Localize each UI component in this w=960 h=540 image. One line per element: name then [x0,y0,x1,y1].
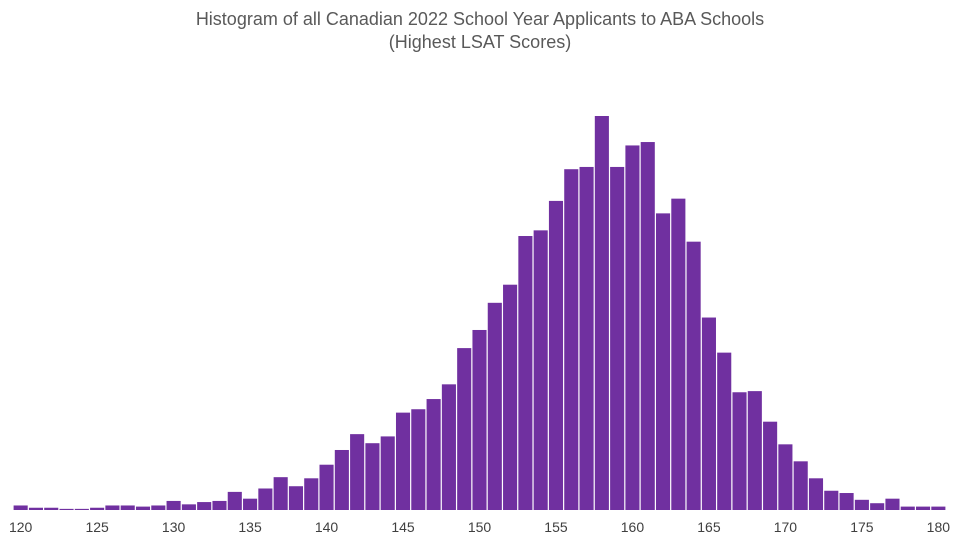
x-axis-ticks: 120 125 130 135 140 145 150 155 160 165 170 175 180 [9,519,950,535]
bar-174 [839,493,854,510]
x-tick-label-155: 155 [544,519,568,535]
bar-178 [900,506,915,510]
bar-121 [28,507,43,510]
bar-124 [74,508,89,510]
x-tick-label-120: 120 [9,519,33,535]
bar-142 [350,434,365,510]
bar-155 [548,200,564,510]
chart-title-line: Histogram of all Canadian 2022 School Ye… [195,9,765,29]
bar-139 [304,478,319,510]
bar-169 [763,421,778,510]
bar-145 [395,412,411,510]
bar-125 [90,507,105,510]
bar-171 [793,461,808,510]
bar-129 [151,505,166,510]
bar-127 [120,505,135,510]
bar-154 [533,230,548,510]
bar-152 [503,284,518,510]
x-tick-label-150: 150 [468,519,492,535]
bar-120 [13,505,28,510]
bar-130 [166,500,181,510]
bar-175 [854,499,869,510]
bar-158 [594,116,609,510]
bar-176 [870,503,885,510]
bar-180 [931,506,946,510]
chart-subtitle-line: (Highest LSAT Scores) [388,32,572,52]
bar-162 [655,213,671,510]
bar-150 [472,329,487,510]
bar-163 [671,198,686,510]
x-tick-label-145: 145 [391,519,415,535]
x-tick-label-160: 160 [621,519,645,535]
bar-168 [747,391,762,510]
x-tick-label-180: 180 [927,519,951,535]
bar-123 [59,508,74,510]
bar-157 [579,166,594,510]
x-tick-label-140: 140 [315,519,339,535]
chart-title: Histogram of all Canadian 2022 School Ye… [0,8,960,54]
bar-137 [273,477,288,510]
bar-177 [885,498,900,510]
bar-133 [212,500,227,510]
x-tick-label-135: 135 [238,519,262,535]
bar-140 [319,464,334,510]
bar-146 [411,409,426,510]
bar-136 [258,488,273,510]
bar-141 [334,449,349,510]
x-tick-label-130: 130 [162,519,186,535]
x-tick-label-165: 165 [697,519,721,535]
bar-128 [135,506,151,510]
bar-179 [916,506,931,510]
bar-161 [640,142,655,511]
x-tick-label-170: 170 [774,519,798,535]
bar-126 [105,505,120,510]
bar-151 [487,302,502,510]
bar-131 [181,504,196,510]
bar-160 [625,145,640,510]
bar-164 [686,241,701,511]
bar-156 [564,169,579,510]
bar-148 [441,384,456,510]
bar-144 [380,436,395,510]
bar-165 [701,317,716,510]
bar-132 [197,502,212,510]
bar-167 [732,392,747,510]
bar-138 [288,486,304,510]
bars-group [13,116,946,511]
bar-135 [243,498,258,510]
bar-173 [824,490,839,510]
bar-170 [778,444,793,510]
bar-134 [227,491,242,510]
bar-159 [610,166,625,510]
x-tick-label-175: 175 [850,519,874,535]
bar-172 [808,478,824,510]
x-tick-label-125: 125 [85,519,109,535]
bar-147 [426,399,441,510]
bar-166 [717,352,732,510]
bar-153 [518,236,533,510]
bar-122 [44,507,59,510]
bar-149 [457,348,472,510]
bar-143 [365,443,380,510]
